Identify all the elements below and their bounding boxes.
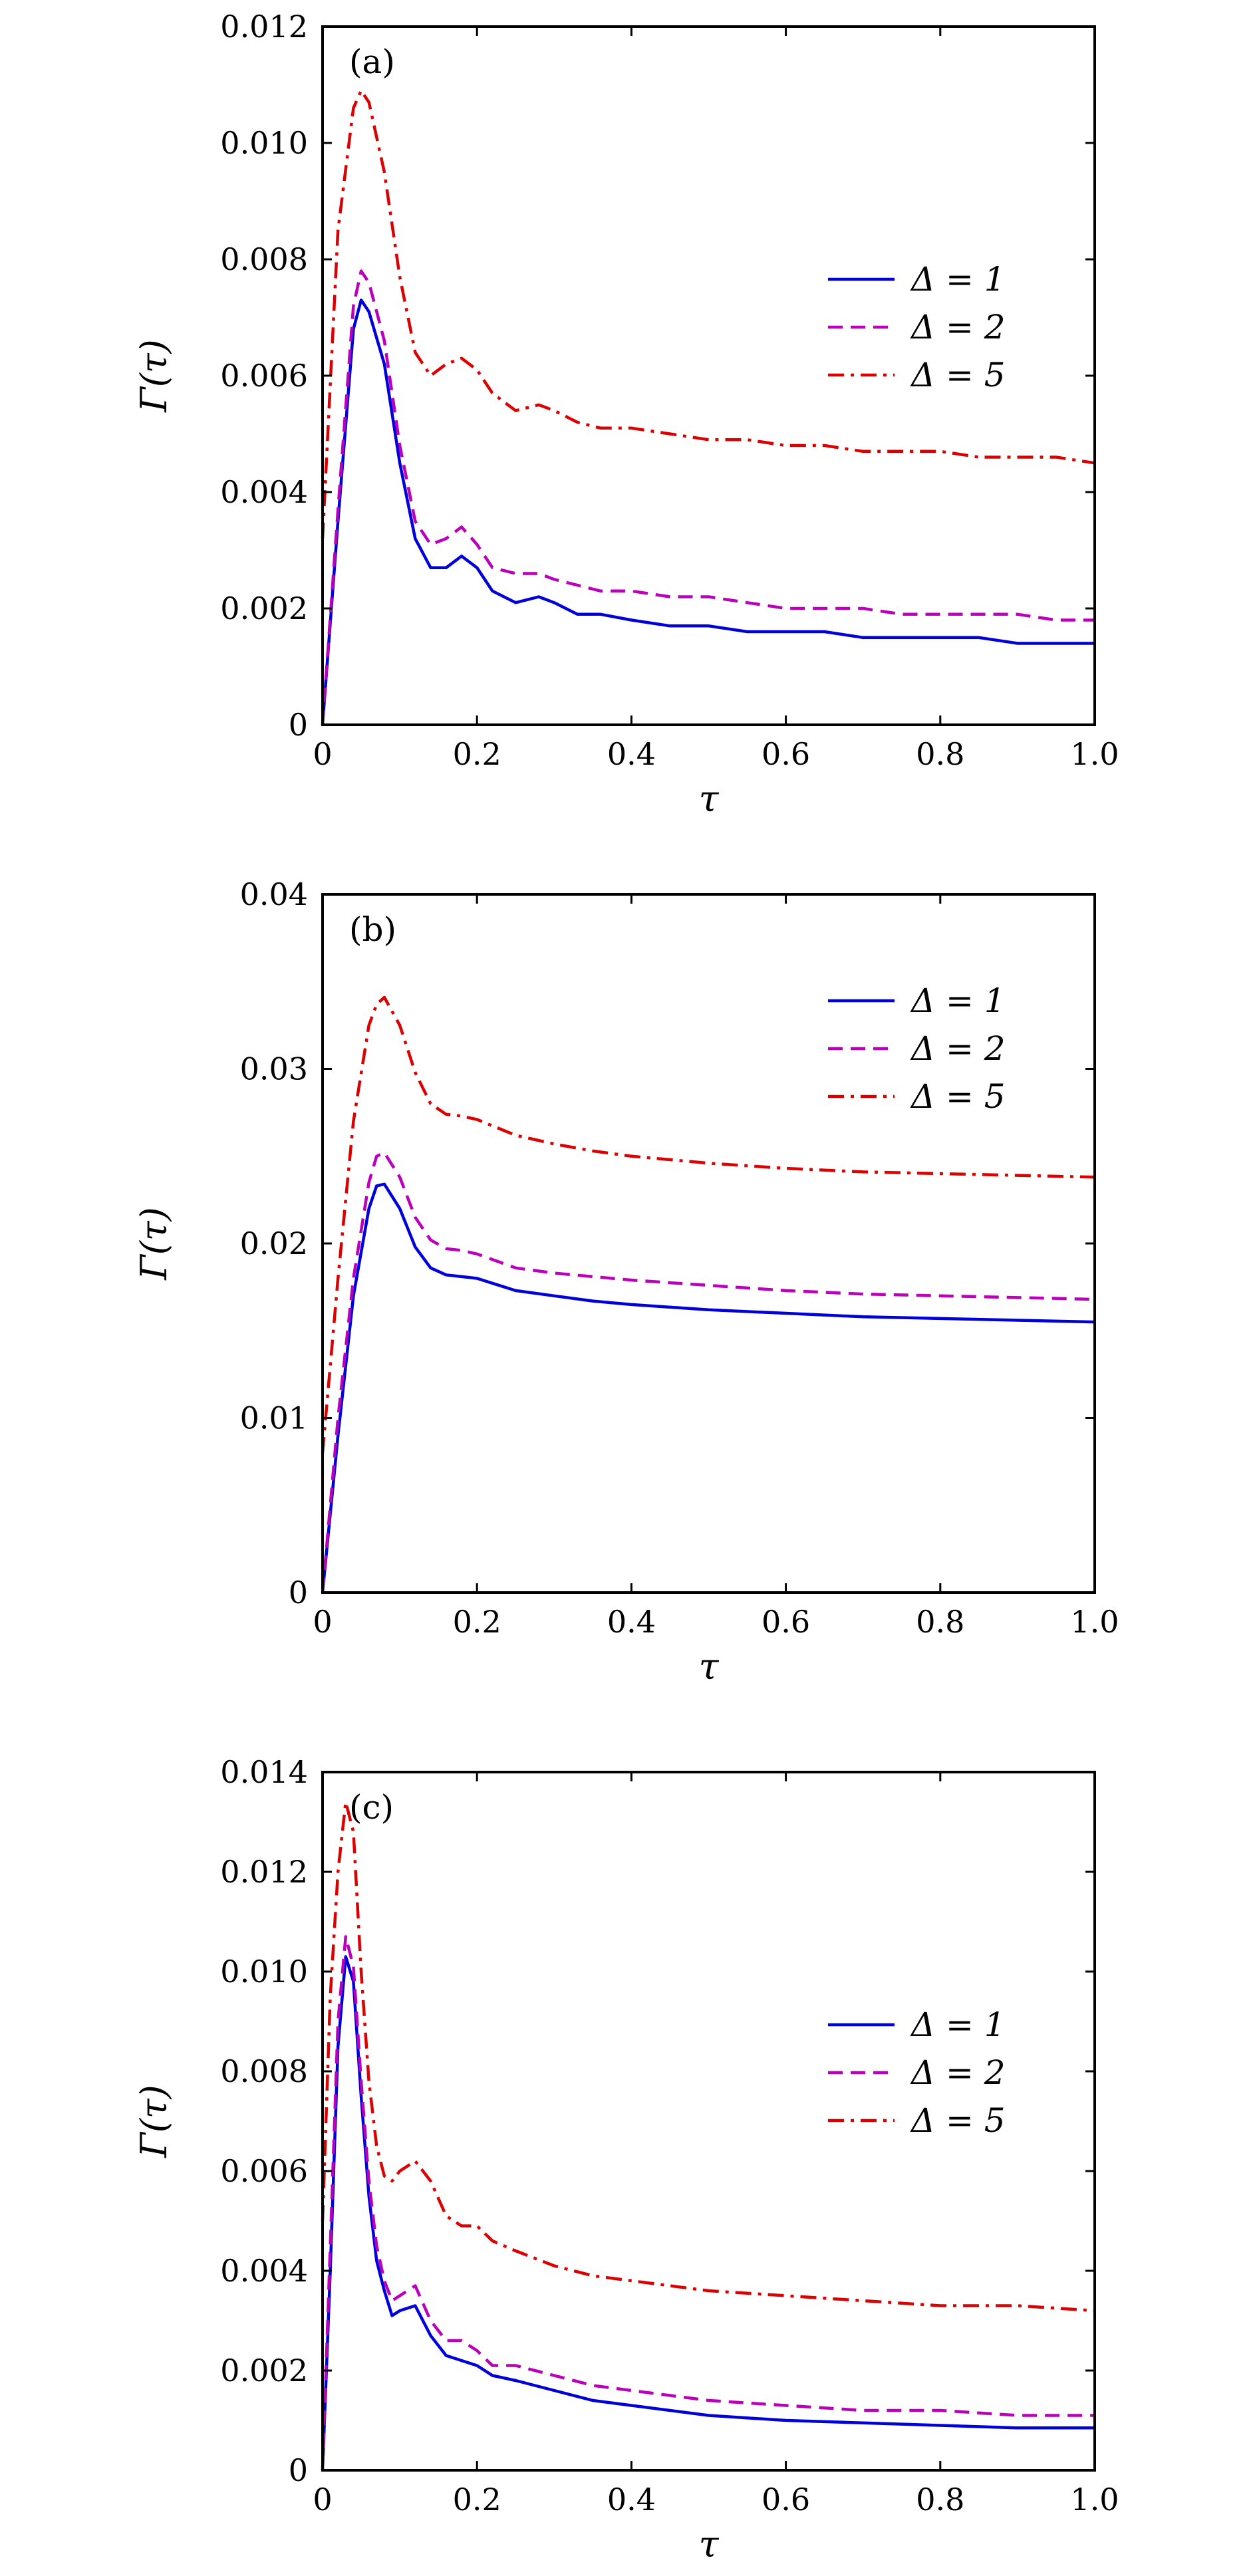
series-line-1 (321, 299, 1095, 725)
y-tick-label: 0.004 (220, 474, 308, 510)
series-line-2 (321, 1151, 1095, 1593)
y-tick-label: 0.006 (220, 358, 308, 394)
x-tick-label: 0.2 (453, 1604, 501, 1640)
x-tick-label: 1.0 (1070, 2482, 1119, 2517)
series-line-3 (321, 995, 1095, 1454)
panel-label: (a) (349, 43, 395, 81)
y-tick-label: 0.002 (220, 2353, 308, 2388)
y-tick-label: 0.03 (240, 1051, 308, 1087)
legend: Δ = 1 Δ = 2 Δ = 5 (828, 981, 1006, 1116)
y-axis-title: Γ(τ) (133, 2085, 175, 2158)
panel-label: (b) (349, 910, 396, 949)
x-tick-label: 0 (313, 2482, 332, 2517)
y-tick-label: 0.008 (220, 2053, 308, 2089)
y-tick-label: 0.010 (220, 1954, 308, 1990)
y-tick-label: 0.010 (220, 125, 308, 161)
y-axis-title: Γ(τ) (133, 339, 175, 412)
legend-label-3: Δ = 5 (910, 1077, 1006, 1116)
x-tick-label: 0.6 (762, 2482, 810, 2517)
x-axis-title: τ (699, 2523, 720, 2565)
x-tick-label: 0 (313, 1604, 332, 1640)
x-tick-label: 0.6 (762, 1604, 810, 1640)
x-tick-label: 0.8 (916, 1604, 964, 1640)
y-tick-label: 0 (289, 2452, 308, 2488)
x-tick-label: 1.0 (1070, 736, 1119, 772)
y-tick-label: 0 (289, 707, 308, 743)
legend-label-1: Δ = 1 (910, 2005, 1006, 2044)
legend-label-2: Δ = 2 (910, 308, 1006, 346)
y-tick-label: 0.02 (240, 1225, 308, 1261)
y-tick-label: 0.012 (220, 1854, 308, 1890)
panel-a: 0 0.2 0.4 0.6 0.8 1.0 0 0.002 0.004 0.006 0.008 0.0… (133, 9, 1119, 820)
panel-b: 0 0.2 0.4 0.6 0.8 1.0 0 0.01 0.02 0.03 0.04 τ Γ(τ) (b… (133, 876, 1119, 1688)
legend-label-3: Δ = 5 (910, 356, 1006, 394)
x-tick-label: 0.2 (453, 2482, 501, 2517)
x-tick-label: 0 (313, 736, 332, 772)
legend-label-3: Δ = 5 (910, 2101, 1006, 2140)
y-tick-label: 0.008 (220, 241, 308, 277)
series-line-3 (321, 89, 1095, 539)
panel-c: 0 0.2 0.4 0.6 0.8 1.0 0 0.002 0.004 0.006 0.008 0.0… (133, 1754, 1119, 2565)
x-tick-label: 1.0 (1070, 1604, 1119, 1640)
series-line-2 (321, 1935, 1095, 2471)
legend-label-2: Δ = 2 (910, 2053, 1006, 2092)
y-axis-title: Γ(τ) (133, 1207, 175, 1280)
x-tick-label: 0.4 (607, 736, 656, 772)
y-tick-label: 0.012 (220, 9, 308, 45)
x-tick-label: 0.4 (607, 1604, 656, 1640)
series-line-2 (321, 269, 1095, 725)
legend-label-1: Δ = 1 (910, 981, 1006, 1020)
y-tick-label: 0 (289, 1575, 308, 1610)
y-tick-label: 0.014 (220, 1754, 308, 1790)
y-tick-label: 0.01 (240, 1400, 308, 1436)
legend-label-2: Δ = 2 (910, 1029, 1006, 1068)
x-tick-label: 0.8 (916, 2482, 964, 2517)
y-tick-label: 0.004 (220, 2253, 308, 2289)
x-tick-label: 0.8 (916, 736, 964, 772)
x-axis-title: τ (699, 778, 720, 820)
legend: Δ = 1 Δ = 2 Δ = 5 (828, 260, 1006, 394)
panel-label: (c) (349, 1788, 394, 1827)
y-tick-label: 0.006 (220, 2153, 308, 2189)
series-line-3 (321, 1800, 1095, 2313)
legend-label-1: Δ = 1 (910, 260, 1006, 299)
x-axis-title: τ (699, 1646, 720, 1688)
x-tick-label: 0.4 (607, 2482, 656, 2517)
y-tick-label: 0.04 (240, 876, 308, 912)
plot-frame (321, 1771, 1096, 2472)
legend: Δ = 1 Δ = 2 Δ = 5 (828, 2005, 1006, 2140)
series-line-1 (321, 1182, 1095, 1593)
x-tick-label: 0.6 (762, 736, 810, 772)
y-tick-label: 0.002 (220, 590, 308, 626)
x-tick-label: 0.2 (453, 736, 501, 772)
